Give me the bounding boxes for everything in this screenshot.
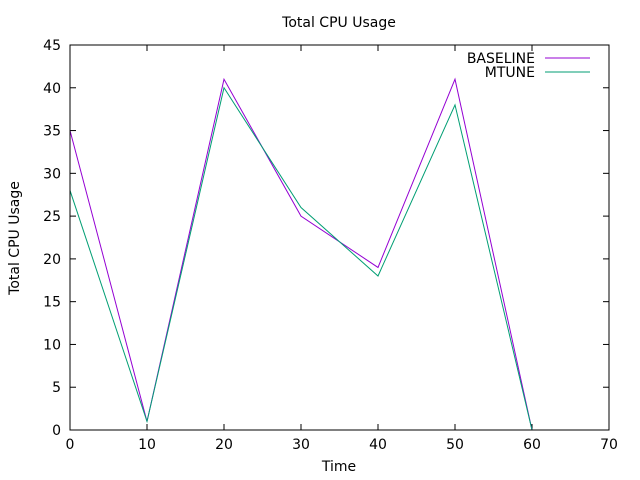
x-tick-label: 0 — [66, 437, 75, 453]
x-tick-label: 20 — [215, 437, 233, 453]
x-tick-label: 60 — [523, 437, 541, 453]
data-lines — [69, 77, 533, 431]
axis-ticks: 0 10 20 30 40 50 60 70 0 5 10 15 20 25 30 35 40 45 — [43, 38, 618, 453]
y-tick-label: 5 — [52, 380, 61, 396]
y-tick-label: 20 — [43, 252, 61, 268]
y-tick-label: 0 — [52, 423, 61, 439]
plot-frame — [69, 44, 610, 431]
y-tick-label: 25 — [43, 209, 61, 225]
x-tick-label: 70 — [600, 437, 618, 453]
x-tick-label: 30 — [292, 437, 310, 453]
y-tick-label: 30 — [43, 166, 61, 182]
y-tick-label: 35 — [43, 124, 61, 140]
x-tick-label: 50 — [446, 437, 464, 453]
y-tick-label: 45 — [43, 38, 61, 54]
legend-label: BASELINE — [467, 51, 535, 67]
y-axis-label: Total CPU Usage — [7, 181, 23, 296]
y-tick-label: 40 — [43, 81, 61, 97]
x-tick-label: 10 — [138, 437, 156, 453]
x-axis-label: Time — [321, 459, 356, 475]
x-tick-label: 40 — [369, 437, 387, 453]
series-line-mtune — [69, 86, 533, 431]
legend-label: MTUNE — [485, 65, 535, 81]
y-tick-label: 10 — [43, 337, 61, 353]
series-line-baseline — [69, 77, 533, 431]
chart-title: Total CPU Usage — [281, 15, 396, 31]
y-tick-label: 15 — [43, 295, 61, 311]
